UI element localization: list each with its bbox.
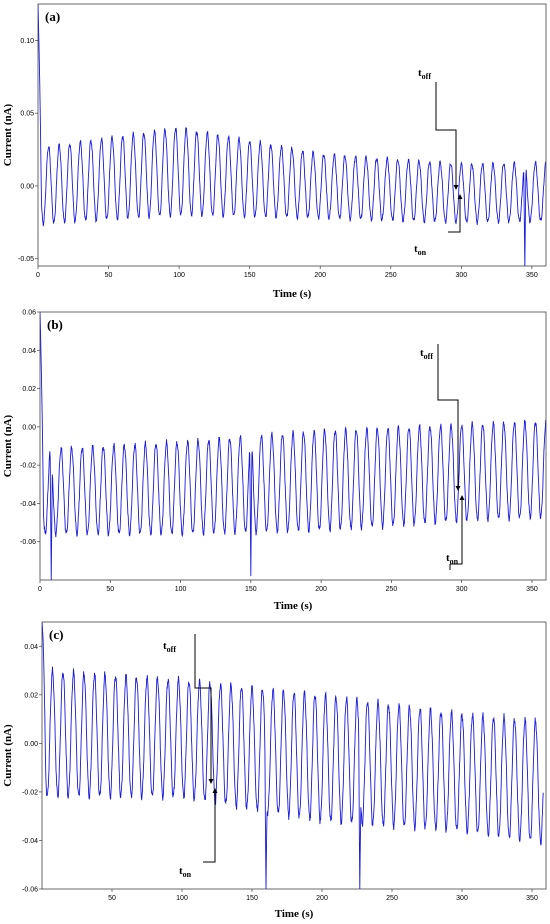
t-on-arrow <box>212 788 218 793</box>
x-tick-label: 350 <box>526 895 538 902</box>
y-axis-label: Current (nA) <box>2 414 14 477</box>
current-trace <box>42 622 544 889</box>
x-tick-label: 350 <box>526 586 538 593</box>
t-on-bracket <box>450 496 463 565</box>
x-tick-label: 200 <box>314 272 326 279</box>
chart-panel-2: 0 50 100 150 200 250 300 350 -0.06 -0.04 -0.02 0.00… <box>2 310 547 612</box>
t-off-label: toff <box>418 67 431 81</box>
t-off-bracket <box>437 344 459 490</box>
x-tick-label: 100 <box>173 272 185 279</box>
x-axis-label: Time (s) <box>273 288 312 300</box>
y-tick-label: 0.06 <box>22 310 36 317</box>
panel-label: (b) <box>47 317 63 332</box>
x-tick-label: 250 <box>386 586 398 593</box>
t-off-arrow <box>453 185 459 190</box>
x-tick-label: 150 <box>246 895 258 902</box>
y-tick-label: -0.04 <box>22 838 38 845</box>
x-tick-label: 150 <box>245 586 257 593</box>
y-tick-label: 0.04 <box>22 348 36 355</box>
y-tick-label: -0.05 <box>18 256 34 263</box>
plot-frame <box>41 621 547 890</box>
plot-frame <box>39 311 547 581</box>
t-on-arrow <box>457 194 463 199</box>
y-tick-label: 0.04 <box>24 644 38 651</box>
t-on-arrow <box>459 495 465 500</box>
current-trace <box>40 312 546 580</box>
y-tick-label: -0.06 <box>22 887 38 894</box>
chart-panel-3: 50 100 150 200 250 300 350 -0.06 -0.04 -0.02 0.00 0… <box>2 621 547 920</box>
y-tick-label: -0.06 <box>20 539 36 546</box>
chart-panel-1: 0 50 100 150 200 250 300 350 -0.05 0.00 0.05 0.10 Ti… <box>2 3 547 300</box>
y-tick-label: 0.05 <box>20 111 34 118</box>
panel-label: (c) <box>49 627 63 642</box>
x-tick-label: 350 <box>526 272 538 279</box>
x-tick-label: 200 <box>316 895 328 902</box>
y-tick-label: 0.00 <box>22 424 36 431</box>
t-off-arrow <box>208 779 214 784</box>
t-on-label: ton <box>179 865 192 879</box>
x-tick-label: 300 <box>456 586 468 593</box>
x-tick-label: 0 <box>36 272 40 279</box>
t-off-label: toff <box>420 347 433 361</box>
y-tick-label: -0.02 <box>22 789 38 796</box>
t-off-arrow <box>455 486 461 491</box>
t-on-bracket <box>203 789 216 863</box>
x-tick-label: 250 <box>385 272 397 279</box>
t-off-label: toff <box>163 640 176 654</box>
y-tick-label: 0.00 <box>24 741 38 748</box>
x-axis-label: Time (s) <box>274 600 313 612</box>
t-off-bracket <box>435 82 457 189</box>
y-tick-label: -0.02 <box>20 463 36 470</box>
current-trace <box>38 4 546 266</box>
t-on-label: ton <box>414 243 427 257</box>
plot-frame <box>37 3 547 267</box>
x-tick-label: 50 <box>108 895 116 902</box>
y-tick-label: -0.04 <box>20 501 36 508</box>
y-tick-label: 0.00 <box>20 183 34 190</box>
x-axis-label: Time (s) <box>275 908 314 920</box>
y-tick-label: 0.02 <box>22 386 36 393</box>
y-tick-label: 0.02 <box>24 692 38 699</box>
x-tick-label: 300 <box>455 272 467 279</box>
x-tick-label: 300 <box>456 895 468 902</box>
y-axis-label: Current (nA) <box>2 103 14 166</box>
y-axis-label: Current (nA) <box>2 724 14 787</box>
x-tick-label: 100 <box>175 586 187 593</box>
x-tick-label: 200 <box>315 586 327 593</box>
panel-label: (a) <box>45 9 60 24</box>
x-tick-label: 50 <box>106 586 114 593</box>
y-tick-label: 0.10 <box>20 38 34 45</box>
x-tick-label: 0 <box>38 586 42 593</box>
t-on-bracket <box>448 195 461 233</box>
x-tick-label: 50 <box>105 272 113 279</box>
x-tick-label: 150 <box>244 272 256 279</box>
t-off-bracket <box>194 634 212 783</box>
x-tick-label: 100 <box>176 895 188 902</box>
x-tick-label: 250 <box>386 895 398 902</box>
